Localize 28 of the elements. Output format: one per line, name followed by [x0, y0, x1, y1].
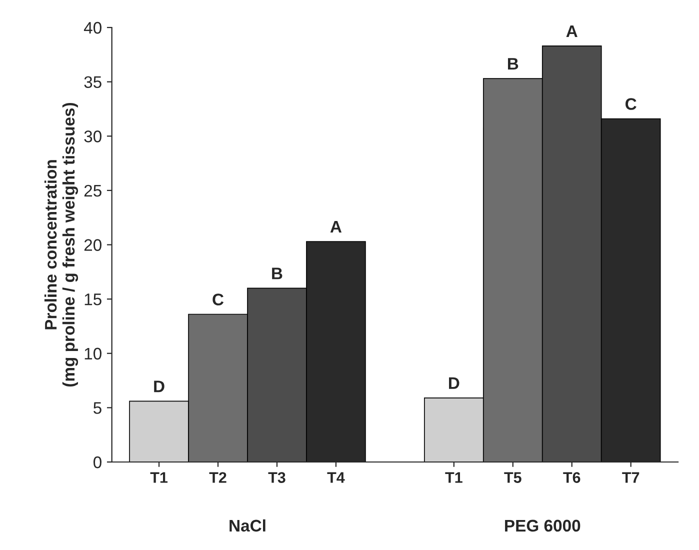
text: PEG 6000	[505, 520, 580, 532]
data-label: B	[508, 58, 518, 70]
data-label: D	[154, 380, 164, 392]
data-label: D	[449, 377, 460, 389]
y-tick-label: 5	[94, 402, 102, 414]
x-tick-label: T1	[445, 472, 462, 483]
x-tick-label: T2	[209, 472, 226, 483]
data-label: A	[330, 221, 342, 232]
y-tick-label: 40	[84, 22, 102, 34]
x-tick-label: T5	[504, 472, 522, 483]
text: NaCl	[230, 519, 266, 532]
x-tick-label: T7	[622, 472, 640, 483]
data-label: A	[566, 25, 578, 37]
y-axis-title: Proline concentration (mg proline / g fresh weight tissues)	[44, 102, 78, 387]
y-tick-label: 25	[84, 184, 102, 197]
data-label: C	[212, 294, 224, 306]
x-tick-label: T4	[327, 472, 345, 483]
data-label: C	[626, 98, 636, 110]
data-label: B	[272, 268, 282, 280]
y-tick-label: 0	[94, 456, 102, 468]
y-tick-label: 10	[84, 348, 102, 360]
x-tick-label: T3	[268, 472, 286, 483]
y-tick-label: 35	[84, 76, 102, 88]
y-tick-label: 30	[84, 130, 102, 142]
x-tick-label: T6	[563, 472, 580, 483]
y-tick-label: 15	[84, 294, 102, 306]
y-tick-label: 20	[84, 239, 102, 251]
x-tick-label: T1	[150, 472, 168, 483]
